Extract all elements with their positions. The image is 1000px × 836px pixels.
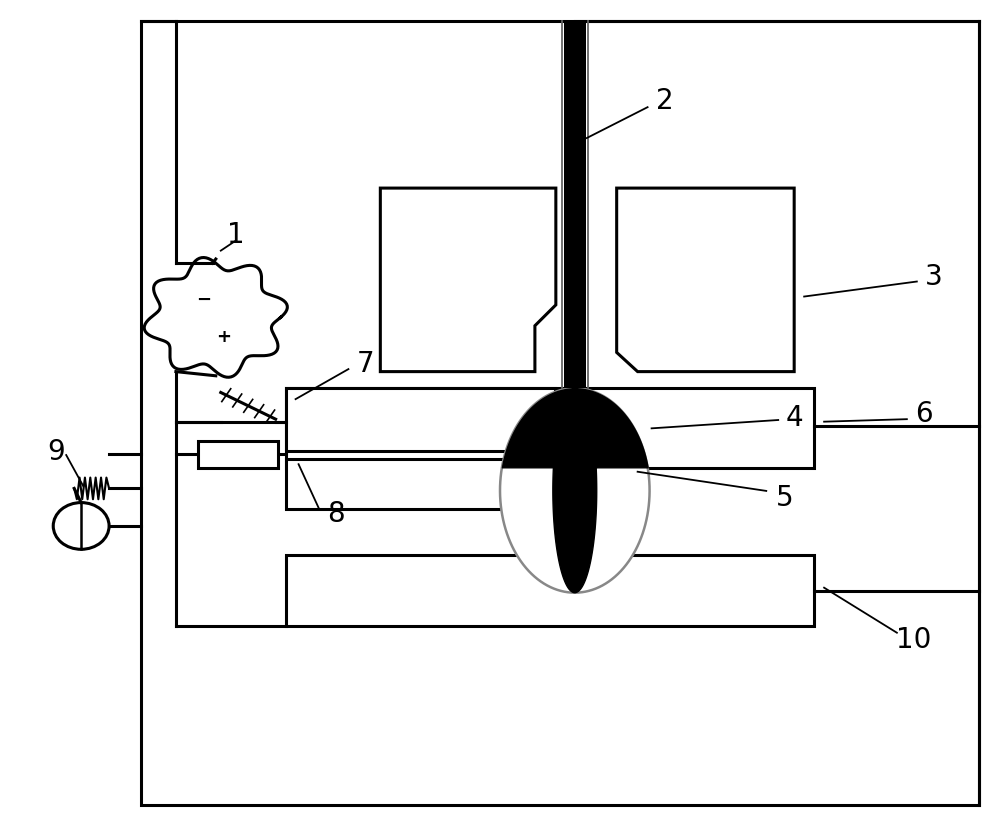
Bar — [286, 389, 814, 468]
Text: 8: 8 — [327, 500, 344, 528]
Text: 2: 2 — [656, 88, 673, 115]
Polygon shape — [380, 189, 556, 372]
Text: −: − — [196, 291, 211, 308]
Polygon shape — [553, 389, 597, 593]
Polygon shape — [500, 389, 650, 593]
Text: 7: 7 — [357, 349, 374, 378]
Text: 5: 5 — [775, 483, 793, 511]
Bar — [198, 441, 278, 468]
Bar — [286, 389, 555, 451]
Text: 9: 9 — [47, 437, 65, 466]
Bar — [286, 555, 814, 626]
Bar — [286, 460, 555, 510]
Text: 10: 10 — [896, 624, 932, 653]
Bar — [564, 23, 586, 389]
Bar — [141, 23, 979, 805]
Polygon shape — [617, 189, 794, 372]
Text: 1: 1 — [227, 221, 245, 248]
Text: 4: 4 — [785, 404, 803, 432]
Circle shape — [53, 503, 109, 549]
Text: 3: 3 — [925, 263, 943, 290]
Text: +: + — [216, 328, 231, 345]
Text: 6: 6 — [915, 400, 933, 428]
